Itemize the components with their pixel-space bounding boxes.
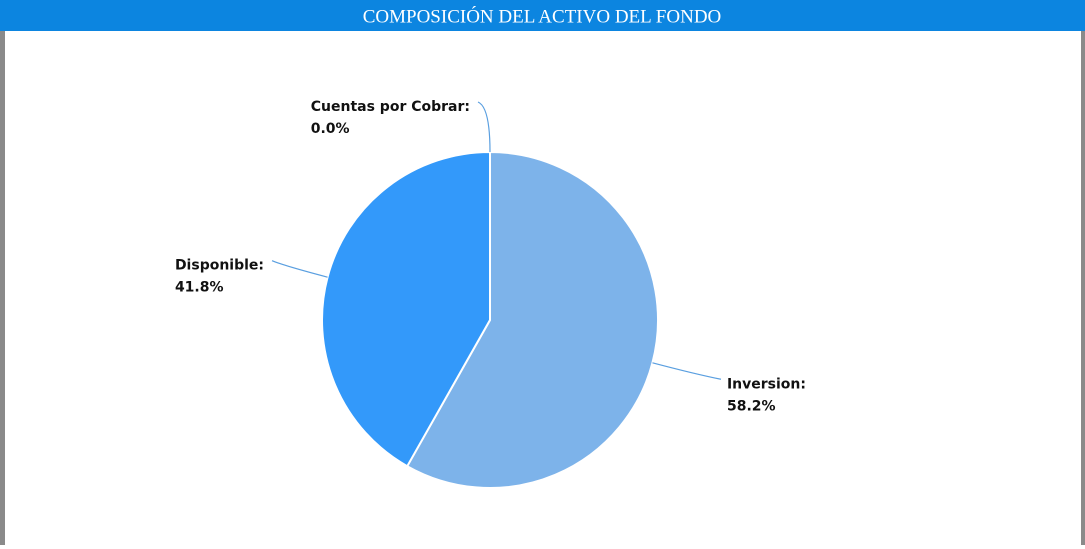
header-bar (0, 0, 1085, 31)
slice-value-label: 41.8% (175, 280, 224, 296)
slice-label: Disponible: (175, 258, 264, 274)
chart-title: COMPOSICIÓN DEL ACTIVO DEL FONDO (363, 5, 722, 27)
pie-slice (405, 150, 659, 489)
slice-label: Inversion: (727, 376, 806, 392)
pie-slice (321, 150, 491, 468)
leader-line (477, 101, 491, 153)
leader-line (652, 362, 722, 380)
slice-value-label: 58.2% (727, 398, 776, 414)
slice-label: Cuentas por Cobrar: (311, 99, 470, 115)
slice-value-label: 0.0% (311, 121, 350, 137)
leader-line (271, 260, 328, 278)
